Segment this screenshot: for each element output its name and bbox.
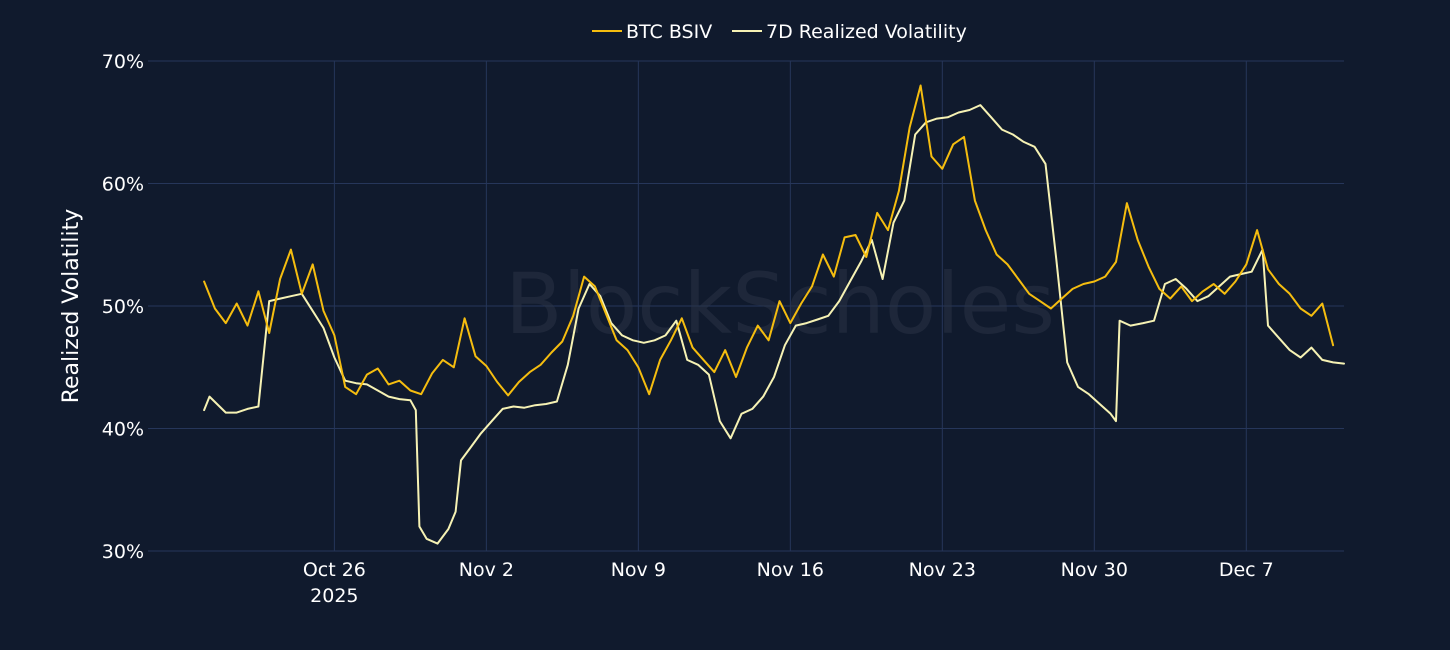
y-axis-ticks: 30% 40% 50% 60% 70% — [102, 51, 144, 563]
x-tick-year-label: 2025 — [310, 585, 358, 607]
x-tick-label: Nov 2 — [459, 559, 514, 581]
y-tick-label: 60% — [102, 174, 144, 196]
series-line-btc-bsiv — [203, 84, 1335, 397]
grid — [148, 60, 1344, 552]
y-tick-label: 70% — [102, 51, 144, 73]
series-line-7d-realized-volatility — [203, 104, 1345, 545]
series-layer — [203, 84, 1345, 545]
legend[interactable]: BTC BSIV 7D Realized Volatility — [592, 21, 967, 43]
legend-item-btc-bsiv[interactable]: BTC BSIV — [592, 21, 712, 43]
x-tick-label: Nov 30 — [1061, 559, 1128, 581]
x-tick-label: Oct 26 — [303, 559, 366, 581]
x-tick-label: Nov 9 — [611, 559, 666, 581]
y-tick-label: 40% — [102, 419, 144, 441]
legend-label: BTC BSIV — [626, 21, 712, 43]
x-tick-label: Dec 7 — [1219, 559, 1274, 581]
y-tick-label: 30% — [102, 541, 144, 563]
legend-item-7d-realized-volatility[interactable]: 7D Realized Volatility — [732, 21, 967, 43]
legend-label: 7D Realized Volatility — [766, 21, 967, 43]
y-axis-title: Realized Volatility — [59, 209, 84, 404]
y-tick-label: 50% — [102, 296, 144, 318]
x-tick-label: Nov 23 — [909, 559, 976, 581]
x-tick-label: Nov 16 — [757, 559, 824, 581]
x-axis-ticks: Oct 26 2025 Nov 2 Nov 9 Nov 16 Nov 23 Nov 30 De… — [303, 559, 1274, 607]
